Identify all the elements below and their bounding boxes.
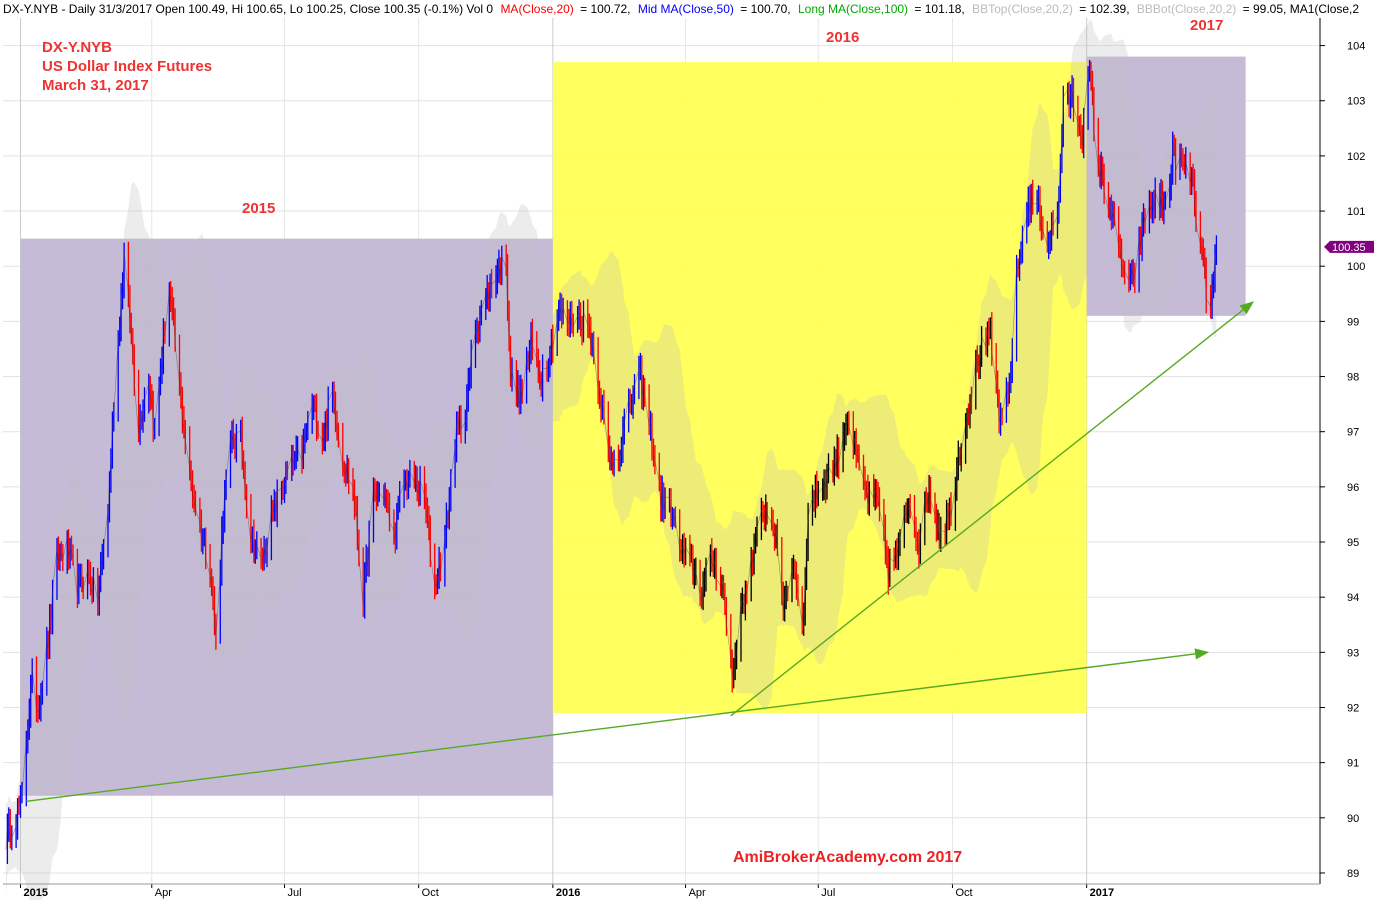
y-tick-label: 92 — [1347, 702, 1359, 714]
last-price-label: 100.35 — [1332, 242, 1366, 254]
trendline-1 — [26, 648, 1210, 802]
info-bbbot-value: = 99.05, MA1(Close,2 — [1243, 2, 1360, 16]
trendline-layer — [26, 301, 1255, 802]
region-label-2015: 2015 — [242, 200, 275, 217]
y-tick-label: 97 — [1347, 427, 1359, 439]
x-tick-label: 2017 — [1090, 887, 1114, 899]
x-tick-label: 2015 — [24, 887, 48, 899]
region-label-2016: 2016 — [826, 29, 859, 46]
chart-title: DX-Y.NYB — [42, 39, 112, 56]
info-bbbot-label: BBBot(Close,20,2) — [1137, 2, 1236, 16]
info-symbol: DX-Y.NYB - Daily 31/3/2017 Open 100.49, … — [3, 2, 493, 16]
chart-subtitle-line-2: March 31, 2017 — [42, 77, 149, 94]
y-tick-label: 101 — [1347, 206, 1365, 218]
y-tick-label: 100 — [1347, 261, 1365, 273]
y-tick-label: 89 — [1347, 868, 1359, 880]
watermark: AmiBrokerAcademy.com 2017 — [733, 849, 962, 866]
x-tick-label: Apr — [689, 887, 706, 899]
y-tick-label: 99 — [1347, 316, 1359, 328]
info-ma20-label: MA(Close,20) — [500, 2, 573, 16]
y-tick-label: 103 — [1347, 96, 1365, 108]
y-tick-label: 95 — [1347, 537, 1359, 549]
info-bbtop-value: = 102.39, — [1079, 2, 1129, 16]
x-tick-label: Oct — [955, 887, 972, 899]
y-tick-label: 98 — [1347, 372, 1359, 384]
y-tick-label: 104 — [1347, 41, 1365, 53]
info-bbtop-label: BBTop(Close,20,2) — [972, 2, 1073, 16]
y-tick-label: 102 — [1347, 151, 1365, 163]
last-price-tag-shape — [1324, 240, 1374, 253]
info-ma50-label: Mid MA(Close,50) — [638, 2, 734, 16]
y-tick-label: 93 — [1347, 647, 1359, 659]
y-tick-label: 94 — [1347, 592, 1359, 604]
close-line — [5, 68, 1217, 850]
trendline-2 — [730, 301, 1255, 717]
x-tick-label: 2016 — [556, 887, 580, 899]
info-ma100-label: Long MA(Close,100) — [798, 2, 908, 16]
y-tick-label: 91 — [1347, 758, 1359, 770]
x-tick-label: Jul — [287, 887, 301, 899]
info-bar: DX-Y.NYB - Daily 31/3/2017 Open 100.49, … — [3, 2, 1359, 16]
info-ma50-value: = 100.70, — [740, 2, 790, 16]
region-label-2017: 2017 — [1190, 17, 1223, 34]
axis-layer: 89 90 91 92 93 94 95 96 97 98 99 100 101 102 103 104 201… — [3, 18, 1365, 899]
y-tick-label: 90 — [1347, 813, 1359, 825]
x-tick-label: Oct — [422, 887, 439, 899]
x-tick-label: Jul — [821, 887, 835, 899]
y-tick-label: 96 — [1347, 482, 1359, 494]
price-layer — [5, 60, 1218, 864]
x-tick-label: Apr — [155, 887, 172, 899]
info-ma100-value: = 101.18, — [914, 2, 964, 16]
chart-subtitle-line-1: US Dollar Index Futures — [42, 58, 212, 75]
last-price-tag: 100.35 — [1324, 240, 1374, 254]
info-ma20-value: = 100.72, — [580, 2, 630, 16]
region-box-2017 — [1086, 56, 1246, 316]
